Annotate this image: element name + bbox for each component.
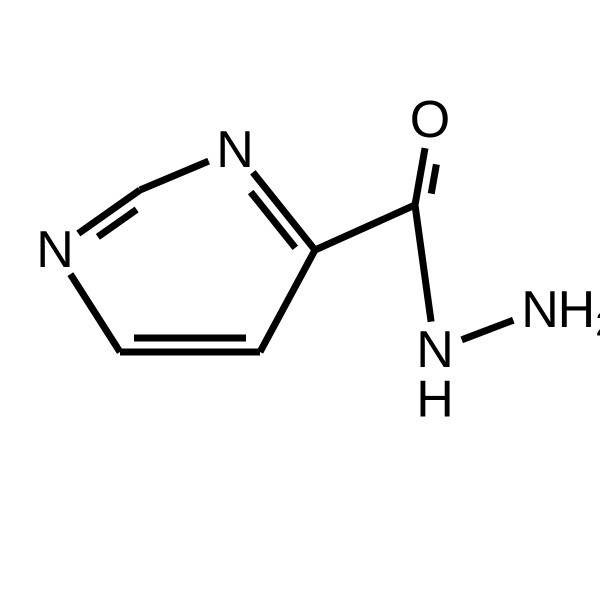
atom-N3: N (216, 121, 254, 179)
atom-N1: N (36, 221, 74, 279)
atom-O8: O (410, 91, 450, 149)
molecule-diagram: NNONHNH2 (0, 0, 600, 600)
svg-text:H: H (416, 370, 454, 428)
svg-text:2: 2 (596, 306, 600, 344)
atom-N10: N (521, 281, 559, 339)
svg-text:H: H (558, 281, 596, 339)
